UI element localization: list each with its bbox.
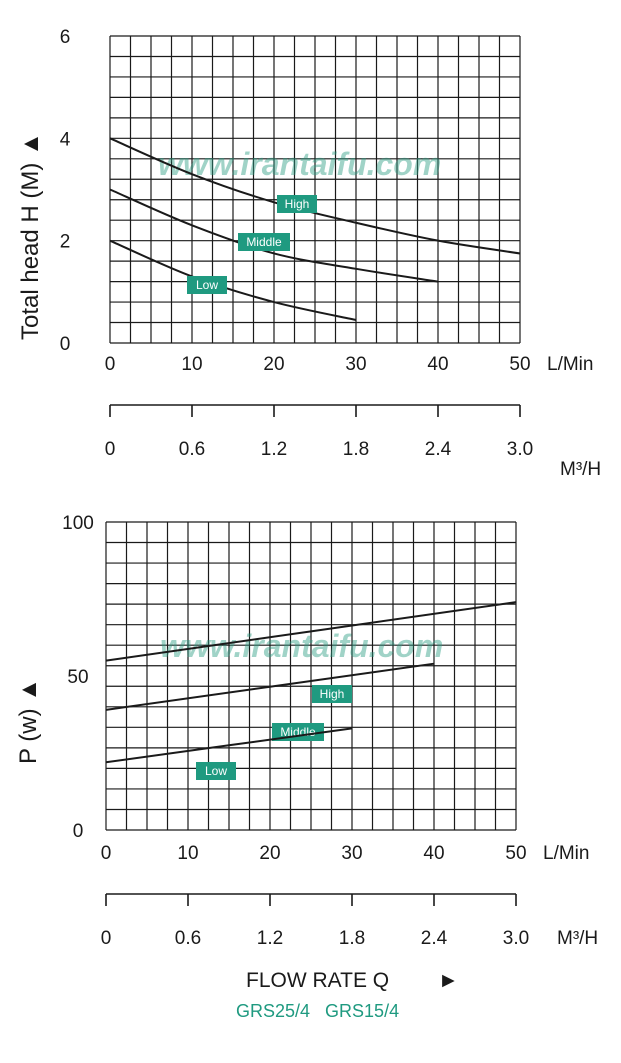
series-badge-middle <box>238 233 290 251</box>
flow-rate-label: FLOW RATE Q <box>246 969 389 992</box>
secondary-x-tick-label: 1.2 <box>257 928 283 949</box>
x-tick-label: 0 <box>101 843 112 864</box>
y-tick-label: 2 <box>60 232 71 253</box>
secondary-x-tick-label: 3.0 <box>507 439 533 460</box>
x-tick-label: 40 <box>427 354 448 375</box>
secondary-x-tick-label: 1.8 <box>339 928 365 949</box>
series-label-low: Low <box>205 764 227 778</box>
flow-rate-arrow: ► <box>438 969 459 992</box>
secondary-axis-unit: M³/H <box>557 928 598 949</box>
y-tick-label: 4 <box>60 129 71 150</box>
y-tick-label: 0 <box>73 821 84 842</box>
secondary-x-tick-label: 1.2 <box>261 439 287 460</box>
secondary-x-tick-label: 0.6 <box>175 928 201 949</box>
x-tick-label: 50 <box>509 354 530 375</box>
series-badge-high <box>277 195 317 213</box>
watermark: www.irantaifu.com <box>158 146 441 182</box>
series-line-high <box>105 601 517 662</box>
y-tick-label: 50 <box>67 667 88 688</box>
series-line-low <box>109 239 357 321</box>
secondary-x-tick-label: 2.4 <box>421 928 448 949</box>
x-tick-label: 30 <box>341 843 362 864</box>
secondary-x-tick-label: 2.4 <box>425 439 452 460</box>
x-tick-label: 50 <box>505 843 526 864</box>
series-badge-low <box>187 276 227 294</box>
head-chart: www.irantaifu.com 0 2 4 6 0 10 20 30 40 50 L/Min 0 0.… <box>17 27 601 480</box>
secondary-x-tick-label: 3.0 <box>503 928 529 949</box>
x-tick-label: 0 <box>105 354 116 375</box>
y-tick-label: 6 <box>60 27 71 48</box>
secondary-axis-unit: M³/H <box>560 459 601 480</box>
series-label-middle: Middle <box>246 235 282 249</box>
series-line-low <box>105 727 353 764</box>
secondary-x-tick-label: 1.8 <box>343 439 369 460</box>
series-line-high <box>109 137 521 255</box>
secondary-x-tick-label: 0 <box>105 439 116 460</box>
x-tick-label: 10 <box>177 843 198 864</box>
series-line-middle <box>109 188 439 283</box>
x-tick-label: 20 <box>259 843 280 864</box>
x-axis-unit: L/Min <box>547 354 593 375</box>
series-label-low: Low <box>196 278 218 292</box>
x-tick-label: 20 <box>263 354 284 375</box>
y-tick-label: 100 <box>62 513 94 534</box>
x-axis-unit: L/Min <box>543 843 589 864</box>
y-axis-label: Total head H (M) ▲ <box>17 132 44 340</box>
model-names: GRS25/4 GRS15/4 <box>236 1001 399 1021</box>
series-line-middle <box>105 662 435 711</box>
y-axis-label: P (w) ▲ <box>15 678 42 764</box>
series-badge-low <box>196 762 236 780</box>
series-label-high: High <box>320 687 345 701</box>
x-tick-label: 10 <box>181 354 202 375</box>
x-tick-label: 40 <box>423 843 444 864</box>
series-badge-high <box>312 685 352 703</box>
series-label-high: High <box>285 197 310 211</box>
x-tick-label: 30 <box>345 354 366 375</box>
y-tick-label: 0 <box>60 334 71 355</box>
series-badge-middle <box>272 723 324 741</box>
secondary-x-tick-label: 0.6 <box>179 439 205 460</box>
secondary-x-tick-label: 0 <box>101 928 112 949</box>
